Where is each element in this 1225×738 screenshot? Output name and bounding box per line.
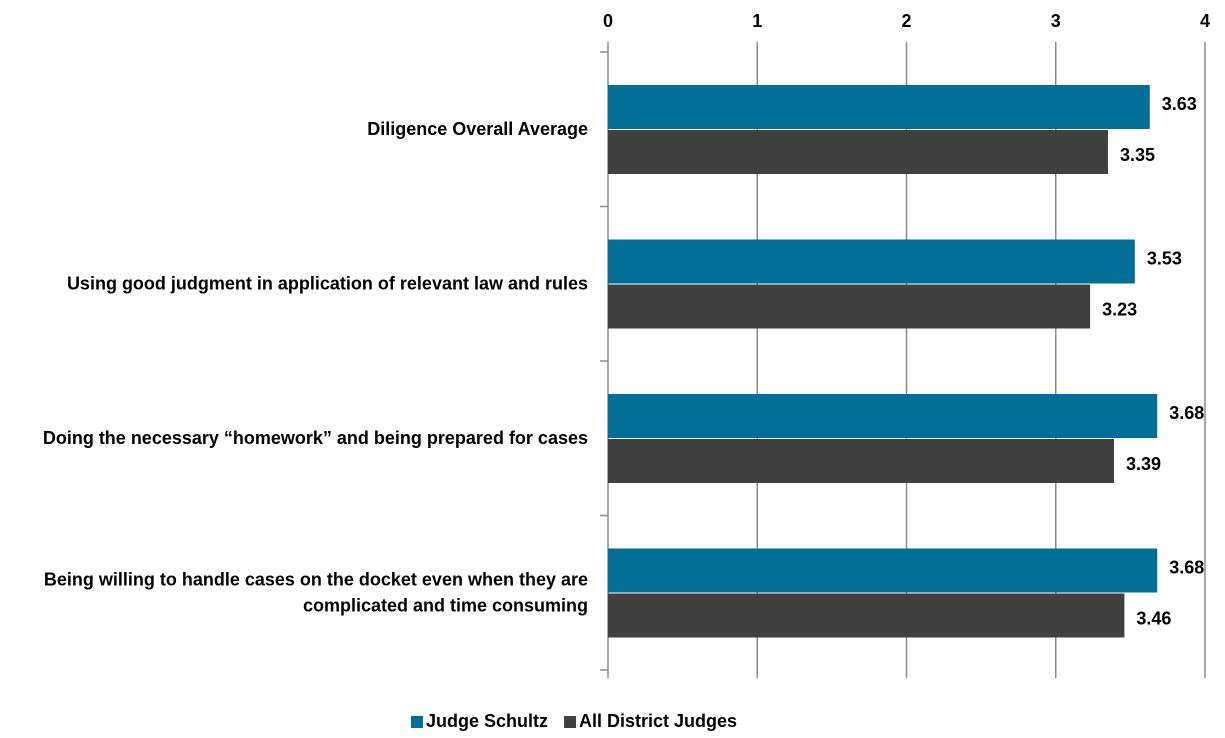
category-line: Being willing to handle cases on the doc…: [44, 569, 588, 589]
legend-swatch: [564, 716, 577, 728]
legend-label: All District Judges: [579, 711, 737, 731]
category-label: Diligence Overall Average: [367, 119, 588, 139]
bar: [608, 284, 1091, 329]
data-label: 3.68: [1169, 403, 1204, 423]
category-line: Doing the necessary “homework” and being…: [43, 428, 588, 448]
bar: [608, 439, 1114, 483]
data-label: 3.35: [1120, 145, 1155, 165]
bar: [608, 593, 1125, 638]
data-label: 3.46: [1136, 608, 1171, 628]
data-label: 3.39: [1126, 454, 1161, 474]
category-line: complicated and time consuming: [298, 595, 588, 615]
category-label: Being willing to handle cases on the doc…: [44, 569, 588, 615]
legend-swatch: [411, 716, 423, 728]
x-tick-label: 2: [901, 11, 911, 31]
bar: [608, 394, 1158, 438]
category-line: Diligence Overall Average: [367, 119, 588, 139]
data-label: 3.68: [1169, 557, 1204, 577]
bar: [608, 130, 1108, 174]
bar: [608, 85, 1150, 129]
data-label: 3.63: [1162, 94, 1197, 114]
x-tick-label: 0: [603, 11, 613, 31]
category-label: Using good judgment in application of re…: [67, 273, 588, 293]
x-tick-label: 3: [1051, 11, 1061, 31]
data-label: 3.23: [1102, 299, 1137, 319]
x-tick-label: 1: [752, 11, 762, 31]
category-label: Doing the necessary “homework” and being…: [43, 428, 588, 448]
category-line: Using good judgment in application of re…: [67, 273, 588, 293]
data-label: 3.53: [1147, 248, 1182, 268]
x-tick-label: 4: [1200, 11, 1210, 31]
bar: [608, 239, 1135, 284]
bar: [608, 548, 1158, 593]
legend-label: Judge Schultz: [426, 711, 548, 731]
